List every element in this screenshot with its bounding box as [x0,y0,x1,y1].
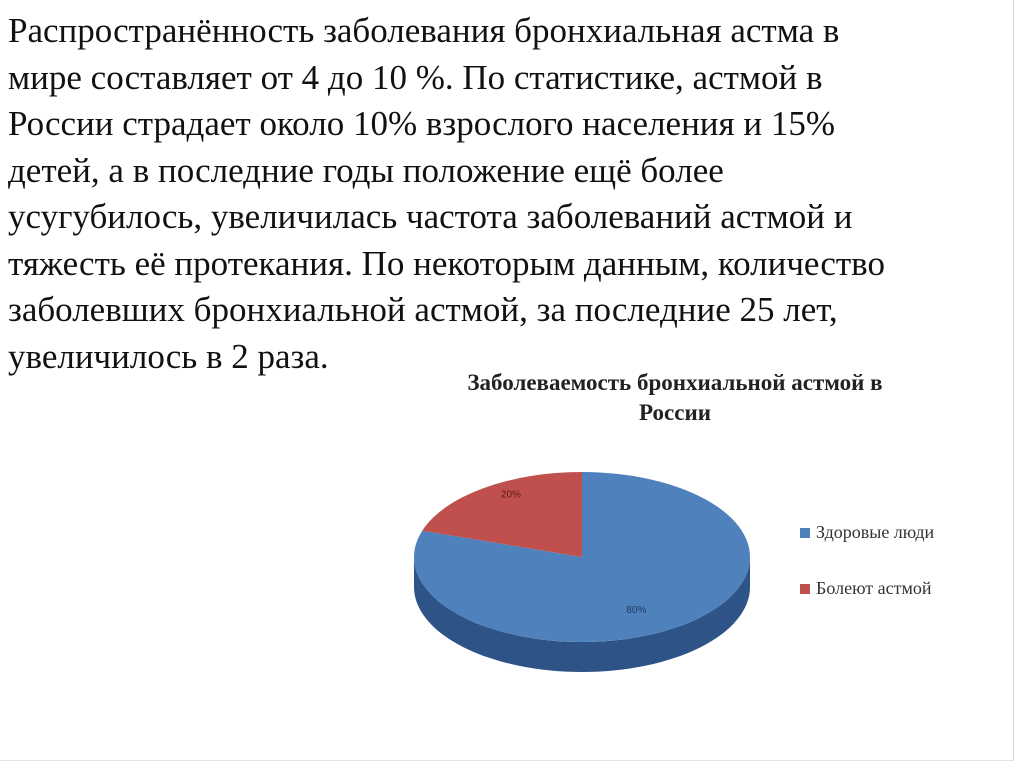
legend-item: Болеют астмой [800,578,932,599]
text-line: мире составляет от 4 до 10 %. По статист… [8,57,823,97]
text-line: тяжесть её протекания. По некоторым данн… [8,243,885,283]
pie-slice [422,472,582,557]
data-label: 80% [626,605,646,616]
text-line: увеличилось в 2 раза. [8,336,329,376]
text-line: Распространённость заболевания бронхиаль… [8,11,840,50]
data-label: 20% [501,489,521,500]
legend-item: Здоровые люди [800,522,934,543]
legend-label: Здоровые люди [816,522,935,542]
text-line: детей, а в последние годы положение ещё … [8,150,724,190]
text-line: России страдает около 10% взрослого насе… [8,104,836,143]
chart-title: Заболеваемость бронхиальной астмой в Рос… [467,370,883,425]
body-text: Распространённость заболевания бронхиаль… [8,8,885,380]
legend-label: Болеют астмой [816,578,932,598]
pie-slice [414,472,751,642]
text-line: усугубилось, увеличилась частота заболев… [8,197,853,236]
legend-swatch [800,583,810,594]
pie-side [414,557,750,672]
text-line: заболевших бронхиальной астмой, за после… [8,290,838,329]
legend-swatch [800,527,810,538]
